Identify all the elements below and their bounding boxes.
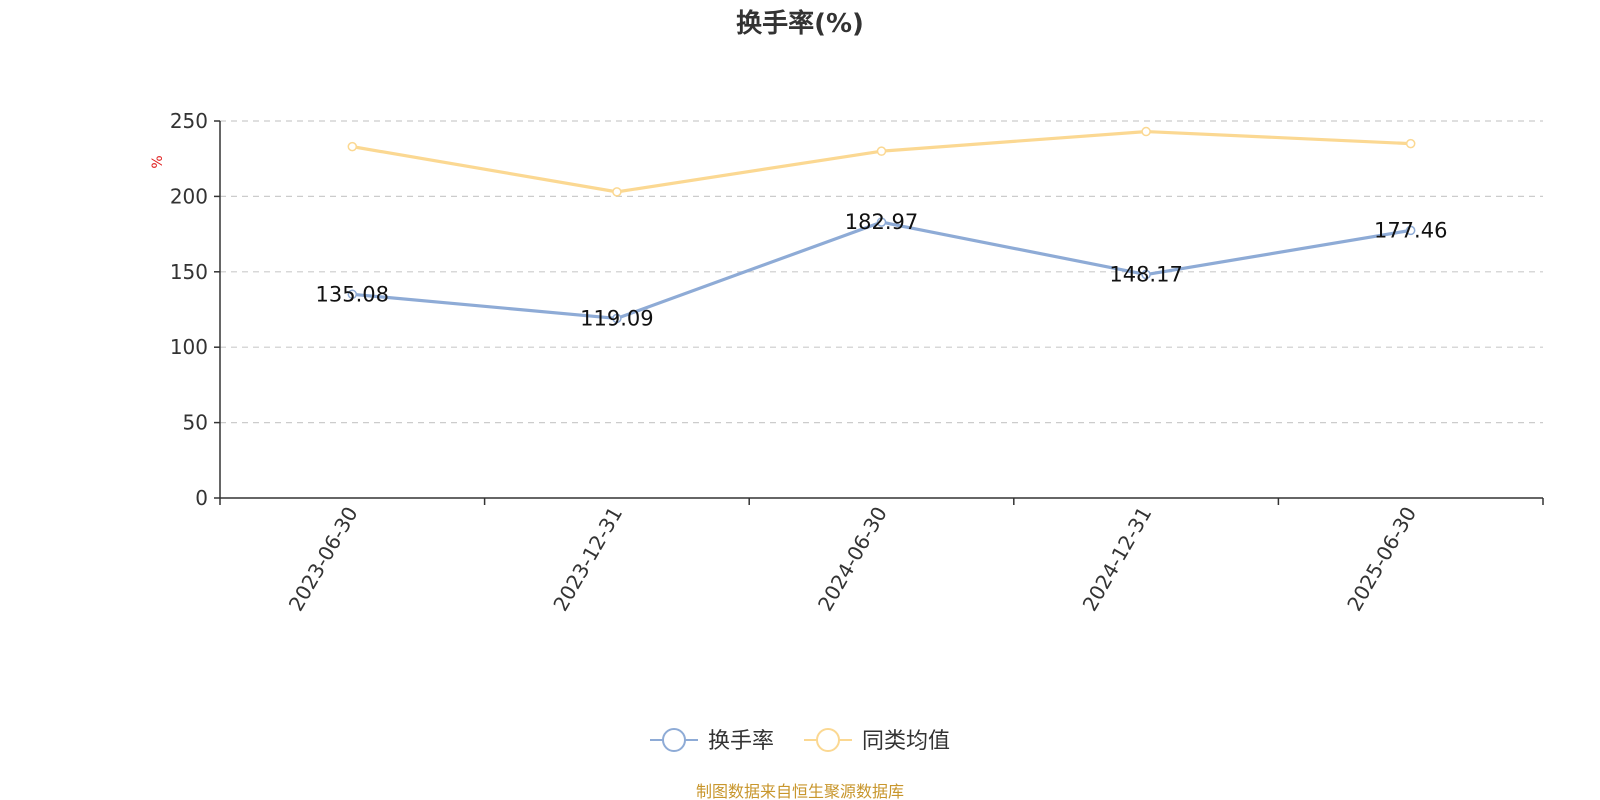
data-point[interactable] — [876, 217, 887, 227]
data-label: 148.17 — [1109, 263, 1182, 287]
legend-label-turnover: 换手率 — [708, 729, 774, 754]
data-point[interactable] — [1405, 138, 1416, 149]
grid-lines — [220, 120, 1543, 424]
legend-label-peer-average: 同类均值 — [862, 729, 950, 754]
y-tick-label: 150 — [170, 260, 208, 284]
y-axis-unit-label: % — [150, 155, 166, 168]
y-axis-ticks: 0 50 100 150 200 250 — [170, 109, 220, 510]
legend: 换手率 同类均值 — [650, 728, 950, 754]
data-point[interactable] — [1141, 126, 1151, 137]
y-tick-label: 0 — [195, 486, 208, 510]
y-tick-label: 100 — [170, 335, 208, 359]
data-label: 119.09 — [580, 306, 653, 330]
series-lines — [347, 126, 1416, 324]
y-tick-label: 50 — [183, 411, 208, 435]
data-source-note: 制图数据来自恒生聚源数据库 — [696, 782, 904, 800]
chart-title: 换手率(%) — [736, 8, 864, 39]
x-tick-label: 2024-06-30 — [813, 503, 892, 616]
data-point[interactable] — [347, 141, 358, 152]
x-tick-label: 2024-12-31 — [1078, 503, 1157, 616]
series-line-turnover — [352, 220, 1411, 321]
data-point[interactable] — [612, 313, 622, 324]
data-point[interactable] — [612, 187, 622, 197]
x-tick-label: 2023-12-31 — [548, 503, 627, 616]
axes — [219, 121, 1543, 499]
legend-item-peer-average[interactable]: 同类均值 — [804, 728, 950, 754]
data-label: 135.08 — [316, 282, 389, 306]
data-point[interactable] — [1141, 269, 1151, 280]
legend-marker-turnover — [662, 728, 686, 752]
legend-item-turnover[interactable]: 换手率 — [650, 728, 774, 754]
x-axis-ticks: 2023-06-30 2023-12-31 2024-06-30 2024-12-31… — [219, 498, 1544, 616]
data-label: 182.97 — [845, 210, 918, 234]
data-labels: 135.08 119.09 182.97 148.17 177.46 — [316, 210, 1448, 330]
data-point[interactable] — [1405, 225, 1416, 236]
x-tick-label: 2023-06-30 — [284, 503, 363, 616]
y-tick-label: 250 — [170, 109, 208, 133]
data-point[interactable] — [347, 289, 358, 300]
y-tick-label: 200 — [170, 184, 208, 208]
series-line-peer-average — [352, 129, 1411, 194]
data-label: 177.46 — [1374, 218, 1447, 242]
legend-marker-peer-average — [816, 728, 840, 752]
data-point[interactable] — [876, 146, 887, 156]
x-tick-label: 2025-06-30 — [1342, 503, 1421, 616]
